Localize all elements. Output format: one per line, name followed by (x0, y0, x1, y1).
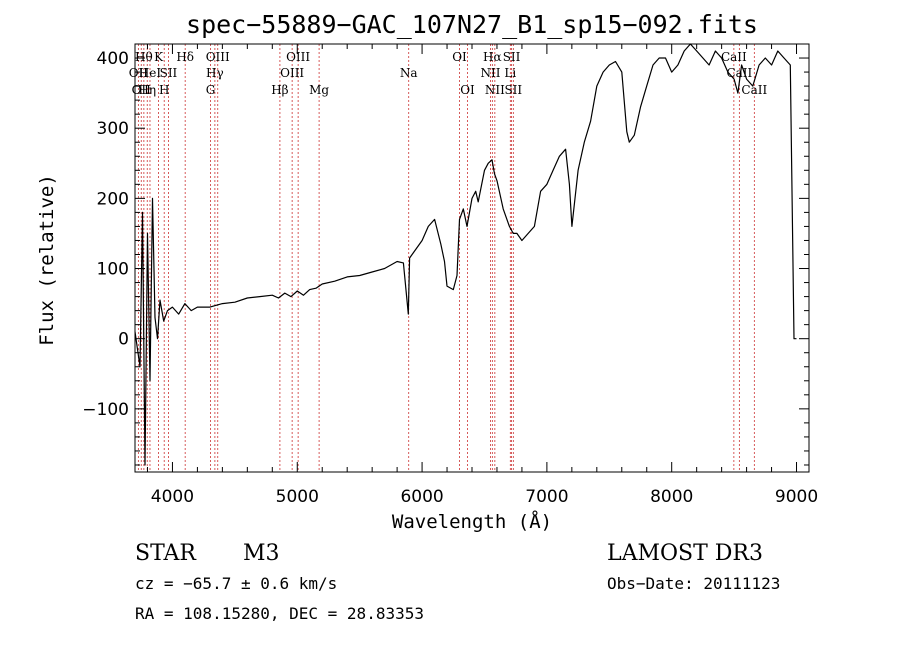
emission-line-label: OIII (280, 66, 304, 80)
x-axis-label: Wavelength (Å) (392, 510, 552, 533)
emission-line-label: Hη (138, 83, 156, 97)
y-tick-label: −100 (82, 400, 129, 420)
y-tick-label: 100 (97, 260, 129, 280)
emission-line-label: SII (503, 50, 521, 64)
emission-line-label: OIII (286, 50, 310, 64)
emission-line-labels: OIIOIIHθHηHeIKHSIIHδGHγOIIIHβOIIIOIIIMgN… (129, 50, 768, 97)
y-tick-label: 200 (97, 189, 129, 209)
x-tick-label: 9000 (775, 487, 818, 507)
emission-line-label: HeI (139, 66, 162, 80)
x-axis-ticks: 4000 5000 6000 7000 8000 9000 (146, 44, 818, 507)
emission-line-label: CaII (741, 83, 767, 97)
emission-line-label: OI (460, 83, 475, 97)
emission-line-label: Hα (483, 50, 502, 64)
object-class: STAR (135, 541, 197, 566)
x-tick-label: 8000 (650, 487, 693, 507)
emission-line-label: K (154, 50, 164, 64)
y-axis-label: Flux (relative) (36, 174, 58, 346)
emission-line-label: CaII (721, 50, 747, 64)
emission-line-label: Na (400, 66, 418, 80)
emission-line-label: OI (452, 50, 467, 64)
emission-line-label: Hβ (271, 83, 288, 97)
survey-name: LAMOST DR3 (607, 541, 763, 566)
x-tick-label: 7000 (525, 487, 568, 507)
y-tick-label: 0 (118, 330, 129, 350)
x-tick-label: 6000 (400, 487, 443, 507)
coordinates: RA = 108.15280, DEC = 28.83353 (135, 604, 424, 623)
emission-line-label: Hθ (135, 50, 153, 64)
y-tick-label: 300 (97, 119, 129, 139)
emission-line-markers (137, 44, 755, 472)
y-axis-ticks: −100 0 100 200 300 400 (82, 43, 809, 466)
x-tick-label: 5000 (276, 487, 319, 507)
emission-line-label: Hδ (176, 50, 194, 64)
emission-line-label: OII (129, 66, 149, 80)
chart-title: spec−55889−GAC_107N27_B1_sp15−092.fits (186, 10, 758, 39)
observation-date: Obs−Date: 20111123 (607, 574, 780, 593)
emission-line-label: SII (504, 83, 522, 97)
object-subclass: M3 (243, 541, 280, 566)
redshift-velocity: cz = −65.7 ± 0.6 km/s (135, 574, 337, 593)
emission-line-label: Hγ (206, 66, 224, 80)
x-tick-label: 4000 (151, 487, 194, 507)
emission-line-label: Mg (309, 83, 329, 97)
y-tick-label: 400 (97, 49, 129, 69)
emission-line-label: SII (160, 66, 178, 80)
emission-line-label: H (159, 83, 169, 97)
emission-line-label: NII (480, 66, 500, 80)
emission-line-label: Li (504, 66, 516, 80)
plot-frame (134, 43, 810, 473)
emission-line-label: OIII (206, 50, 230, 64)
emission-line-label: G (206, 83, 216, 97)
flux-series-line (134, 43, 797, 466)
emission-line-label: NII (485, 83, 505, 97)
